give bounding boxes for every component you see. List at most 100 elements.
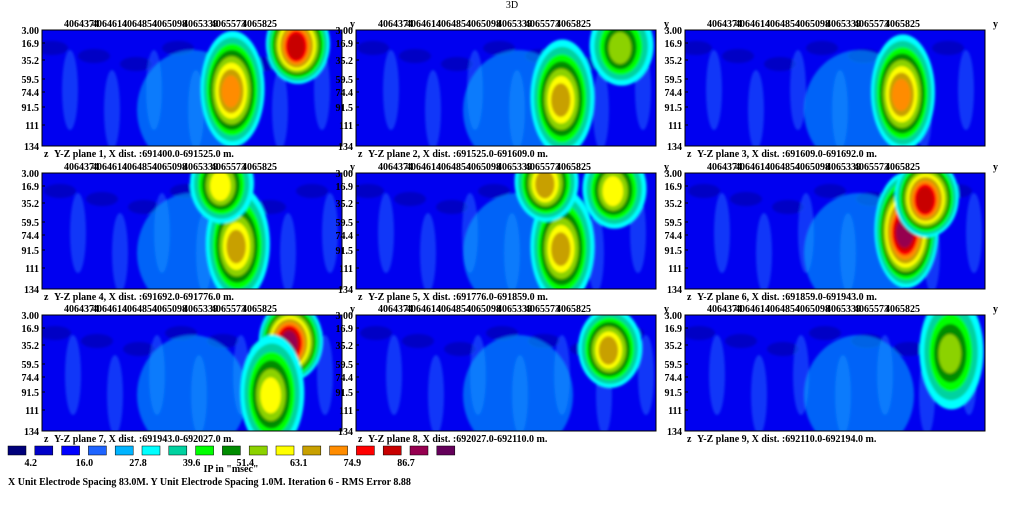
legend-label: 16.0 — [76, 458, 94, 469]
y-axis-label: y — [993, 162, 998, 173]
z-axis-label: z — [44, 149, 49, 160]
depth-tick-label: 111 — [25, 406, 39, 417]
y-axis-label: y — [350, 162, 355, 173]
y-tick-label: 4064614 — [406, 19, 441, 30]
y-tick-label: 4064854 — [765, 162, 800, 173]
y-tick-label: 4064374 — [378, 162, 413, 173]
legend-swatch — [222, 445, 241, 456]
z-axis-label: z — [687, 149, 692, 160]
depth-tick-label: 91.5 — [665, 388, 683, 399]
y-tick-label: 4064854 — [765, 304, 800, 315]
depth-tick-label: 91.5 — [665, 246, 683, 257]
panel-caption: Y-Z plane 5, X dist. :691776.0-691859.0 … — [368, 292, 548, 303]
y-tick-label: 4064374 — [64, 162, 99, 173]
y-axis-label: y — [350, 19, 355, 30]
depth-tick-label: 16.9 — [336, 182, 354, 193]
depth-tick-label: 91.5 — [665, 103, 683, 114]
y-tick-label: 4065825 — [242, 304, 277, 315]
depth-tick-label: 59.5 — [22, 360, 40, 371]
chart-svg: 4064374406461440648544065098406533940655… — [22, 19, 999, 445]
panel-caption: Y-Z plane 2, X dist. :691525.0-691609.0 … — [368, 149, 548, 160]
depth-tick-label: 16.9 — [336, 39, 354, 50]
depth-tick-label: 134 — [338, 142, 353, 153]
legend-label: 63.1 — [290, 458, 308, 469]
panel-caption: Y-Z plane 3, X dist. :691609.0-691692.0 … — [697, 149, 877, 160]
chart-title: 3D — [505, 0, 519, 11]
y-tick-label: 4065825 — [885, 19, 920, 30]
depth-tick-label: 59.5 — [665, 218, 683, 229]
legend-swatch — [382, 445, 402, 456]
panel-caption: Y-Z plane 6, X dist. :691859.0-691943.0 … — [697, 292, 877, 303]
depth-tick-label: 59.5 — [665, 360, 683, 371]
y-tick-label: 4064854 — [765, 19, 800, 30]
y-tick-label: 4065339 — [183, 304, 218, 315]
panel-4: 4064374406461440648544065098406533940655… — [22, 162, 356, 303]
y-tick-label: 4064374 — [378, 19, 413, 30]
y-tick-label: 4065098 — [152, 162, 187, 173]
depth-tick-label: 74.4 — [336, 88, 354, 99]
legend-swatch — [275, 445, 295, 456]
panel-caption: Y-Z plane 7, X dist. :691943.0-692027.0 … — [54, 434, 234, 445]
y-tick-label: 4065098 — [466, 304, 501, 315]
y-tick-label: 4065339 — [826, 19, 861, 30]
y-tick-label: 4065573 — [854, 162, 889, 173]
y-tick-label: 4065573 — [525, 304, 560, 315]
depth-tick-label: 91.5 — [336, 103, 354, 114]
y-tick-label: 4065573 — [854, 19, 889, 30]
depth-tick-label: 134 — [24, 427, 39, 438]
z-axis-label: z — [358, 292, 363, 303]
legend-swatch — [7, 445, 27, 456]
depth-tick-label: 134 — [667, 427, 682, 438]
depth-tick-label: 35.2 — [336, 56, 354, 67]
y-axis-label: y — [664, 19, 669, 30]
depth-tick-label: 134 — [667, 285, 682, 296]
legend-swatch — [409, 445, 429, 456]
y-tick-label: 4065098 — [152, 304, 187, 315]
depth-tick-label: 111 — [339, 406, 353, 417]
y-tick-label: 4065339 — [826, 162, 861, 173]
depth-tick-label: 3.00 — [336, 311, 354, 322]
y-tick-label: 4064614 — [92, 19, 127, 30]
z-axis-label: z — [44, 292, 49, 303]
depth-tick-label: 74.4 — [665, 231, 683, 242]
depth-tick-label: 3.00 — [665, 26, 683, 37]
y-axis-label: y — [664, 304, 669, 315]
depth-tick-label: 59.5 — [336, 218, 354, 229]
footer-info: X Unit Electrode Spacing 83.0M. Y Unit E… — [8, 477, 411, 488]
y-tick-label: 4064374 — [707, 19, 742, 30]
y-tick-label: 4064614 — [406, 162, 441, 173]
depth-tick-label: 3.00 — [665, 311, 683, 322]
y-tick-label: 4065825 — [885, 304, 920, 315]
legend-swatch — [436, 445, 456, 456]
color-legend: 4.2 16.0 27.8 39.6 51.4 63.1 74.9 86.7 — [7, 445, 456, 469]
legend-swatch — [329, 445, 348, 456]
y-tick-label: 4065098 — [795, 304, 830, 315]
y-axis-label: y — [993, 304, 998, 315]
panel-7: 4064374406461440648544065098406533940655… — [22, 304, 356, 445]
y-tick-label: 4065339 — [826, 304, 861, 315]
y-tick-label: 4065098 — [466, 19, 501, 30]
depth-tick-label: 91.5 — [22, 388, 40, 399]
z-axis-label: z — [358, 149, 363, 160]
depth-tick-label: 59.5 — [336, 360, 354, 371]
panel-5: 4064374406461440648544065098406533940655… — [336, 162, 670, 303]
panel-3: 4064374406461440648544065098406533940655… — [665, 19, 999, 160]
y-tick-label: 4065098 — [795, 162, 830, 173]
depth-tick-label: 16.9 — [665, 182, 683, 193]
z-axis-label: z — [44, 434, 49, 445]
legend-swatch — [195, 445, 214, 456]
legend-swatch — [141, 445, 161, 456]
depth-tick-label: 16.9 — [22, 39, 40, 50]
y-tick-label: 4064854 — [436, 19, 471, 30]
y-tick-label: 4065573 — [211, 19, 246, 30]
y-tick-label: 4064614 — [92, 162, 127, 173]
depth-tick-label: 59.5 — [22, 75, 40, 86]
legend-unit-label: IP in "msec" — [203, 464, 259, 475]
y-tick-label: 4064614 — [92, 304, 127, 315]
depth-tick-label: 74.4 — [665, 373, 683, 384]
depth-tick-label: 35.2 — [336, 199, 354, 210]
legend-swatch — [61, 445, 80, 456]
depth-tick-label: 111 — [339, 121, 353, 132]
legend-swatch — [34, 445, 54, 456]
depth-tick-label: 16.9 — [665, 324, 683, 335]
